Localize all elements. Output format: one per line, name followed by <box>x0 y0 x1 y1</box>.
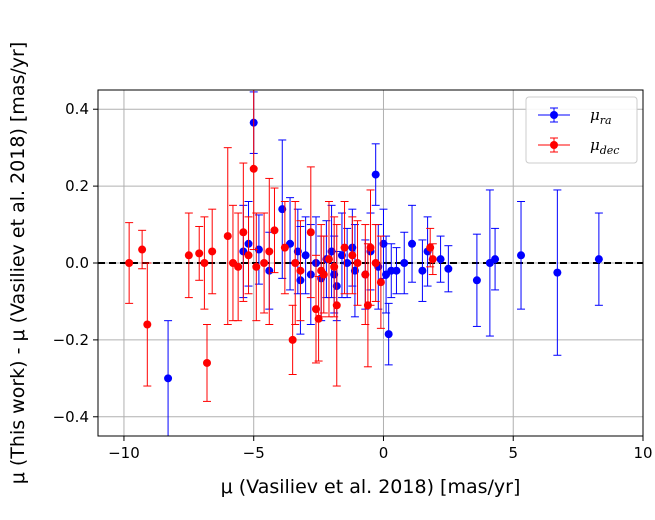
legend: μra μdec <box>525 96 638 164</box>
data-point <box>143 320 152 329</box>
series-dec <box>125 90 437 402</box>
data-point <box>234 262 243 271</box>
data-point <box>340 243 349 252</box>
data-point <box>379 239 388 248</box>
data-point <box>594 255 603 264</box>
data-point <box>184 251 193 260</box>
data-point <box>288 335 297 344</box>
data-point <box>408 239 417 248</box>
data-point <box>491 255 500 264</box>
data-point <box>254 245 263 254</box>
data-point <box>350 266 359 275</box>
data-point <box>293 247 302 256</box>
legend-label: μdec <box>590 136 619 157</box>
data-point <box>392 266 401 275</box>
ticks: −10 −5 0 5 10 −0.4 −0.2 0.0 0.2 0.4 <box>53 100 653 462</box>
data-point <box>361 270 370 279</box>
data-point <box>319 270 328 279</box>
data-point <box>384 330 393 339</box>
data-point <box>239 228 248 237</box>
data-point <box>296 266 305 275</box>
data-point <box>291 259 300 267</box>
data-point <box>343 259 352 267</box>
data-point <box>327 247 336 256</box>
data-point <box>371 170 380 179</box>
data-point <box>337 251 346 260</box>
data-point <box>444 264 453 273</box>
data-point <box>428 255 437 264</box>
data-point <box>472 276 481 285</box>
y-tick-label: −0.2 <box>53 331 89 349</box>
data-point <box>200 259 209 267</box>
x-tick-label: 0 <box>379 444 389 462</box>
data-point <box>418 266 427 275</box>
y-tick-label: 0.2 <box>65 177 89 195</box>
data-point <box>306 228 315 237</box>
data-point <box>278 205 287 214</box>
data-point <box>280 243 289 252</box>
x-axis-label: μ (Vasiliev et al. 2018) [mas/yr] <box>221 476 521 498</box>
data-point <box>265 247 274 256</box>
data-point <box>244 251 253 260</box>
data-point <box>376 278 385 287</box>
data-point <box>353 259 362 267</box>
legend-marker <box>550 111 558 119</box>
data-point <box>332 301 341 310</box>
x-tick-label: 5 <box>508 444 518 462</box>
y-axis-label: μ (This work) - μ (Vasiliev et al. 2018)… <box>7 42 29 484</box>
data-point <box>252 262 261 271</box>
y-tick-label: −0.4 <box>53 408 89 426</box>
data-point <box>203 358 211 367</box>
data-point <box>426 243 435 252</box>
data-point <box>371 259 380 267</box>
data-point <box>312 305 320 314</box>
y-tick-label: 0.4 <box>65 100 89 118</box>
y-tick-label: 0.0 <box>65 254 89 272</box>
data-series <box>125 90 603 436</box>
data-point <box>517 251 526 260</box>
data-point <box>270 226 279 235</box>
data-point <box>260 259 269 267</box>
x-tick-label: −5 <box>243 444 265 462</box>
legend-marker <box>550 141 558 149</box>
data-point <box>553 268 562 277</box>
data-point <box>330 262 339 271</box>
data-point <box>324 255 333 264</box>
data-point <box>400 259 409 267</box>
data-point <box>125 259 134 267</box>
data-point <box>195 249 204 258</box>
data-point <box>208 247 217 256</box>
data-point <box>164 374 173 383</box>
data-point <box>366 243 375 252</box>
data-point <box>436 255 445 264</box>
legend-box <box>525 96 638 164</box>
data-point <box>138 245 147 254</box>
data-point <box>249 164 258 173</box>
legend-label: μra <box>590 106 612 127</box>
data-point <box>301 251 310 260</box>
data-point <box>348 251 357 260</box>
data-point <box>223 232 232 241</box>
x-tick-label: 10 <box>633 444 652 462</box>
x-tick-label: −10 <box>108 444 140 462</box>
